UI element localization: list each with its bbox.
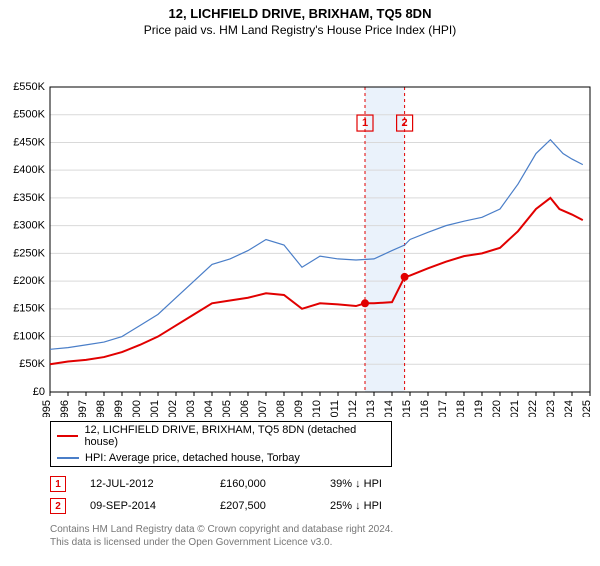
footnote-line: Contains HM Land Registry data © Crown c… — [50, 523, 600, 536]
chart-title: 12, LICHFIELD DRIVE, BRIXHAM, TQ5 8DN — [0, 6, 600, 21]
svg-text:2008: 2008 — [275, 400, 287, 417]
svg-text:2004: 2004 — [203, 400, 215, 417]
svg-text:2023: 2023 — [545, 400, 557, 417]
svg-text:2012: 2012 — [347, 400, 359, 417]
tx-price: £160,000 — [220, 478, 330, 490]
svg-text:2: 2 — [402, 117, 408, 129]
chart-subtitle: Price paid vs. HM Land Registry's House … — [0, 23, 600, 37]
svg-text:2015: 2015 — [401, 400, 413, 417]
svg-text:2019: 2019 — [473, 400, 485, 417]
svg-text:2025: 2025 — [581, 400, 593, 417]
svg-text:2014: 2014 — [383, 400, 395, 417]
svg-text:£450K: £450K — [13, 136, 45, 148]
transaction-row: 1 12-JUL-2012 £160,000 39% ↓ HPI — [50, 473, 600, 495]
tx-delta: 25% ↓ HPI — [330, 500, 450, 512]
tx-marker-icon: 1 — [50, 476, 66, 492]
svg-text:2003: 2003 — [185, 400, 197, 417]
svg-text:2020: 2020 — [491, 400, 503, 417]
legend-item: 12, LICHFIELD DRIVE, BRIXHAM, TQ5 8DN (d… — [51, 422, 391, 450]
footnote-line: This data is licensed under the Open Gov… — [50, 536, 600, 549]
tx-price: £207,500 — [220, 500, 330, 512]
svg-text:£200K: £200K — [13, 275, 45, 287]
svg-text:£400K: £400K — [13, 164, 45, 176]
svg-text:2022: 2022 — [527, 400, 539, 417]
svg-text:£250K: £250K — [13, 247, 45, 259]
svg-text:2017: 2017 — [437, 400, 449, 417]
tx-date: 09-SEP-2014 — [90, 500, 220, 512]
svg-text:2024: 2024 — [563, 400, 575, 417]
svg-text:£500K: £500K — [13, 109, 45, 121]
svg-text:1999: 1999 — [113, 400, 125, 417]
legend-label: HPI: Average price, detached house, Torb… — [85, 452, 300, 464]
tx-delta: 39% ↓ HPI — [330, 478, 450, 490]
tx-marker-icon: 2 — [50, 498, 66, 514]
svg-text:1998: 1998 — [95, 400, 107, 417]
svg-text:£100K: £100K — [13, 330, 45, 342]
svg-text:£300K: £300K — [13, 220, 45, 232]
legend-swatch — [57, 457, 79, 459]
legend-swatch — [57, 435, 78, 437]
svg-text:2011: 2011 — [329, 400, 341, 417]
tx-date: 12-JUL-2012 — [90, 478, 220, 490]
svg-text:£50K: £50K — [19, 358, 45, 370]
svg-text:1996: 1996 — [59, 400, 71, 417]
svg-text:2002: 2002 — [167, 400, 179, 417]
svg-text:2018: 2018 — [455, 400, 467, 417]
svg-text:2021: 2021 — [509, 400, 521, 417]
svg-text:£350K: £350K — [13, 192, 45, 204]
transaction-row: 2 09-SEP-2014 £207,500 25% ↓ HPI — [50, 495, 600, 517]
svg-text:£150K: £150K — [13, 303, 45, 315]
svg-text:2007: 2007 — [257, 400, 269, 417]
chart-area: £0 £50K £100K £150K £200K £250K £300K £350K £400… — [0, 37, 600, 417]
svg-text:1997: 1997 — [77, 400, 89, 417]
svg-text:2009: 2009 — [293, 400, 305, 417]
svg-text:2001: 2001 — [149, 400, 161, 417]
legend-item: HPI: Average price, detached house, Torb… — [51, 450, 391, 466]
svg-text:2006: 2006 — [239, 400, 251, 417]
svg-text:2005: 2005 — [221, 400, 233, 417]
transactions-table: 1 12-JUL-2012 £160,000 39% ↓ HPI 2 09-SE… — [50, 473, 600, 517]
svg-text:1995: 1995 — [41, 400, 53, 417]
svg-text:2016: 2016 — [419, 400, 431, 417]
legend-label: 12, LICHFIELD DRIVE, BRIXHAM, TQ5 8DN (d… — [84, 424, 385, 448]
legend: 12, LICHFIELD DRIVE, BRIXHAM, TQ5 8DN (d… — [50, 421, 392, 467]
svg-text:2000: 2000 — [131, 400, 143, 417]
footnote: Contains HM Land Registry data © Crown c… — [50, 523, 600, 549]
svg-text:2010: 2010 — [311, 400, 323, 417]
svg-text:2013: 2013 — [365, 400, 377, 417]
svg-text:1: 1 — [362, 117, 368, 129]
svg-text:£0: £0 — [33, 386, 45, 398]
svg-text:£550K: £550K — [13, 81, 45, 93]
